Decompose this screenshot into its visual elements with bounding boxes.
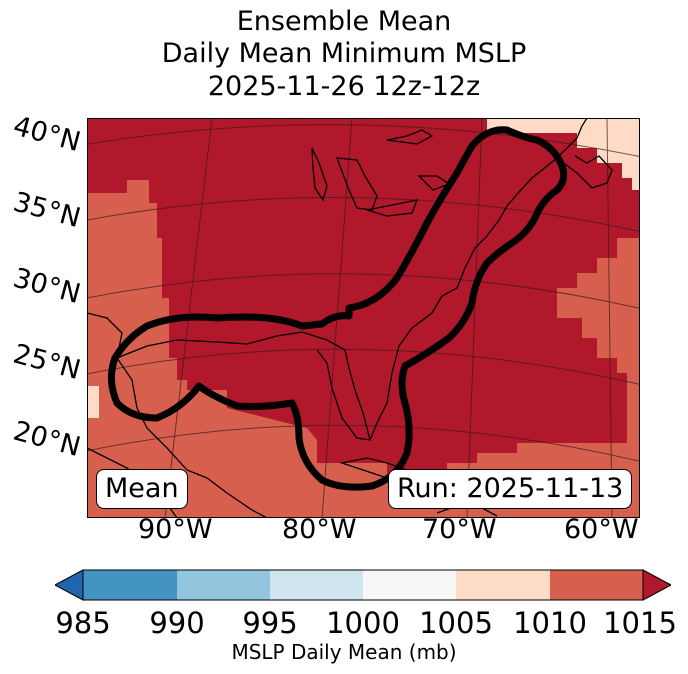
colorbar-tick-1010: 1010 <box>513 606 587 640</box>
colorbar-tick-1005: 1005 <box>419 606 493 640</box>
colorbar-frame <box>82 569 644 601</box>
colorbar-tick-985: 985 <box>55 606 111 640</box>
pressure-fill-light-ne <box>487 118 640 190</box>
colorbar-label: MSLP Daily Mean (mb) <box>231 640 457 664</box>
colorbar-extend-high <box>642 569 671 601</box>
colorbar-tick-990: 990 <box>149 606 205 640</box>
colorbar-tick-1000: 1000 <box>326 606 400 640</box>
colorbar-seg-1000-1005 <box>363 570 456 600</box>
colorbar-tick-1015: 1015 <box>603 606 677 640</box>
title-line-3: 2025-11-26 12z-12z <box>207 71 481 102</box>
colorbar <box>55 569 671 601</box>
lat-label-35: 35°N <box>9 186 84 235</box>
lat-label-25: 25°N <box>9 338 84 387</box>
lat-label-40: 40°N <box>9 110 84 159</box>
colorbar-seg-1005-1010 <box>456 570 550 600</box>
title-line-1: Ensemble Mean <box>236 6 452 37</box>
lon-label-80w: 80°W <box>282 514 357 545</box>
lat-label-30: 30°N <box>9 262 84 311</box>
pressure-fill-light-sw <box>87 386 99 418</box>
colorbar-extend-low <box>55 569 84 601</box>
pressure-fill-mid-ne <box>557 238 640 443</box>
title-line-2: Daily Mean Minimum MSLP <box>161 38 527 69</box>
probability-contour <box>108 126 568 491</box>
colorbar-seg-1010-1015 <box>550 570 643 600</box>
colorbar-seg-995-1000 <box>270 570 363 600</box>
map-frame <box>87 118 640 518</box>
run-date-box: Run: 2025-11-13 <box>388 469 633 509</box>
lat-label-20: 20°N <box>9 415 84 464</box>
pressure-fill-mid-west <box>87 180 640 518</box>
lon-label-60w: 60°W <box>564 514 639 545</box>
lon-label-70w: 70°W <box>422 514 497 545</box>
colorbar-seg-985-990 <box>83 570 177 600</box>
lon-label-90w: 90°W <box>138 514 213 545</box>
colorbar-seg-990-995 <box>177 570 270 600</box>
map-panel <box>87 118 640 518</box>
mean-label-box: Mean <box>96 469 188 509</box>
colorbar-tick-995: 995 <box>242 606 298 640</box>
